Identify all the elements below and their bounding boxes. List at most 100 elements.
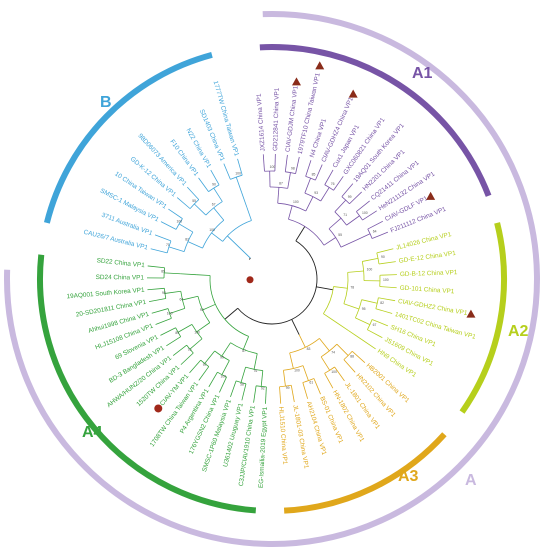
- support-value: 90: [212, 183, 216, 187]
- branch: [355, 233, 371, 241]
- branch: [348, 330, 362, 340]
- backbone-branch: [224, 307, 239, 320]
- branch: [242, 336, 249, 350]
- branch: [361, 299, 378, 304]
- branch: [298, 334, 306, 348]
- ring-B: [43, 52, 213, 224]
- triangle-marker-icon: [466, 309, 476, 318]
- branch: [290, 385, 295, 403]
- triangle-marker-icon: [315, 61, 325, 70]
- branch: [351, 350, 366, 363]
- branch: [355, 317, 371, 326]
- branch: [198, 366, 210, 381]
- support-value: 100: [270, 165, 276, 169]
- branch: [334, 321, 349, 331]
- branch: [160, 327, 176, 336]
- branch-arc: [285, 171, 296, 175]
- support-value: 55: [192, 199, 196, 203]
- branch: [334, 366, 345, 382]
- branch: [277, 187, 280, 204]
- branch: [305, 196, 314, 212]
- ring-A3: [283, 432, 447, 514]
- branch: [211, 232, 223, 242]
- tip-label: HLJ1510 China VP1: [277, 406, 288, 465]
- branch: [194, 203, 207, 216]
- branch-arc: [343, 351, 353, 360]
- tree-backbone: [224, 226, 334, 335]
- branch: [148, 298, 166, 302]
- root-marker-icon: [246, 276, 254, 284]
- branch: [378, 261, 396, 265]
- branch: [213, 187, 223, 202]
- support-value: 92: [261, 386, 265, 390]
- branch: [334, 199, 347, 213]
- branch: [376, 248, 394, 254]
- ring-A1: [259, 44, 492, 197]
- circle-marker-icon: [154, 404, 163, 413]
- support-value: 67: [212, 203, 216, 207]
- branch: [253, 353, 258, 370]
- branch: [289, 352, 294, 369]
- tip-label: GD-B-12 China VP1: [400, 269, 458, 278]
- tip-label: GD-E-12 China VP1: [398, 250, 456, 265]
- branch: [237, 158, 243, 176]
- branch: [180, 352, 194, 365]
- branch: [340, 240, 356, 248]
- backbone-branch: [316, 286, 334, 291]
- branch: [204, 350, 215, 364]
- branch: [219, 376, 227, 393]
- branch: [240, 367, 246, 383]
- branch-arc: [283, 365, 304, 371]
- clade-rings: [4, 11, 540, 547]
- label-A: A: [465, 472, 477, 489]
- tip-label: EG-Ismailia-2019 Egypt VP1: [258, 406, 269, 488]
- branch-arc: [367, 228, 373, 239]
- branch: [177, 324, 193, 333]
- support-value: 83: [307, 347, 311, 351]
- clade-root-arc: [288, 218, 325, 246]
- branch: [324, 169, 334, 185]
- branch-arc: [189, 199, 200, 209]
- branch-arc: [205, 201, 223, 216]
- branch: [221, 360, 230, 375]
- support-value: 76: [331, 182, 335, 186]
- support-value: 85: [312, 172, 316, 176]
- branch: [302, 382, 309, 399]
- branch-arc: [375, 297, 379, 309]
- support-value: 100: [294, 368, 300, 372]
- branch: [333, 176, 344, 191]
- branch: [324, 373, 334, 389]
- tip-markers: [154, 61, 476, 413]
- branch: [323, 237, 336, 246]
- support-value: 93: [200, 308, 204, 312]
- support-value: 71: [166, 243, 170, 247]
- branch-arc: [175, 218, 183, 230]
- triangle-marker-icon: [426, 191, 436, 200]
- branch: [241, 192, 248, 208]
- branch-arc: [217, 371, 227, 378]
- branch: [336, 343, 349, 356]
- branch: [202, 303, 216, 311]
- support-value: 100: [209, 228, 215, 232]
- clade-root-arc: [209, 275, 249, 337]
- support-value: 95: [362, 307, 366, 311]
- support-value: 99: [220, 356, 224, 360]
- branch: [151, 308, 169, 314]
- support-value: 87: [279, 181, 283, 185]
- branch-arc: [324, 184, 334, 191]
- clade-root-arc: [323, 286, 334, 314]
- branch: [288, 205, 293, 220]
- support-value: 87: [242, 349, 246, 353]
- support-value: 88: [350, 355, 354, 359]
- branch: [210, 169, 220, 186]
- tip-label: GD212841 China VP1: [272, 87, 281, 151]
- support-values: 100 98 85 76 99 100 64 87 93 71 100 55 90 100 82 67 100 9…: [161, 165, 389, 390]
- tip-label: JXZ1614 China VP1: [256, 93, 267, 152]
- branch: [164, 290, 181, 294]
- branch: [208, 371, 218, 388]
- branch: [315, 164, 323, 181]
- branch: [168, 208, 183, 219]
- label-A3: A3: [398, 468, 419, 485]
- branch: [223, 163, 231, 180]
